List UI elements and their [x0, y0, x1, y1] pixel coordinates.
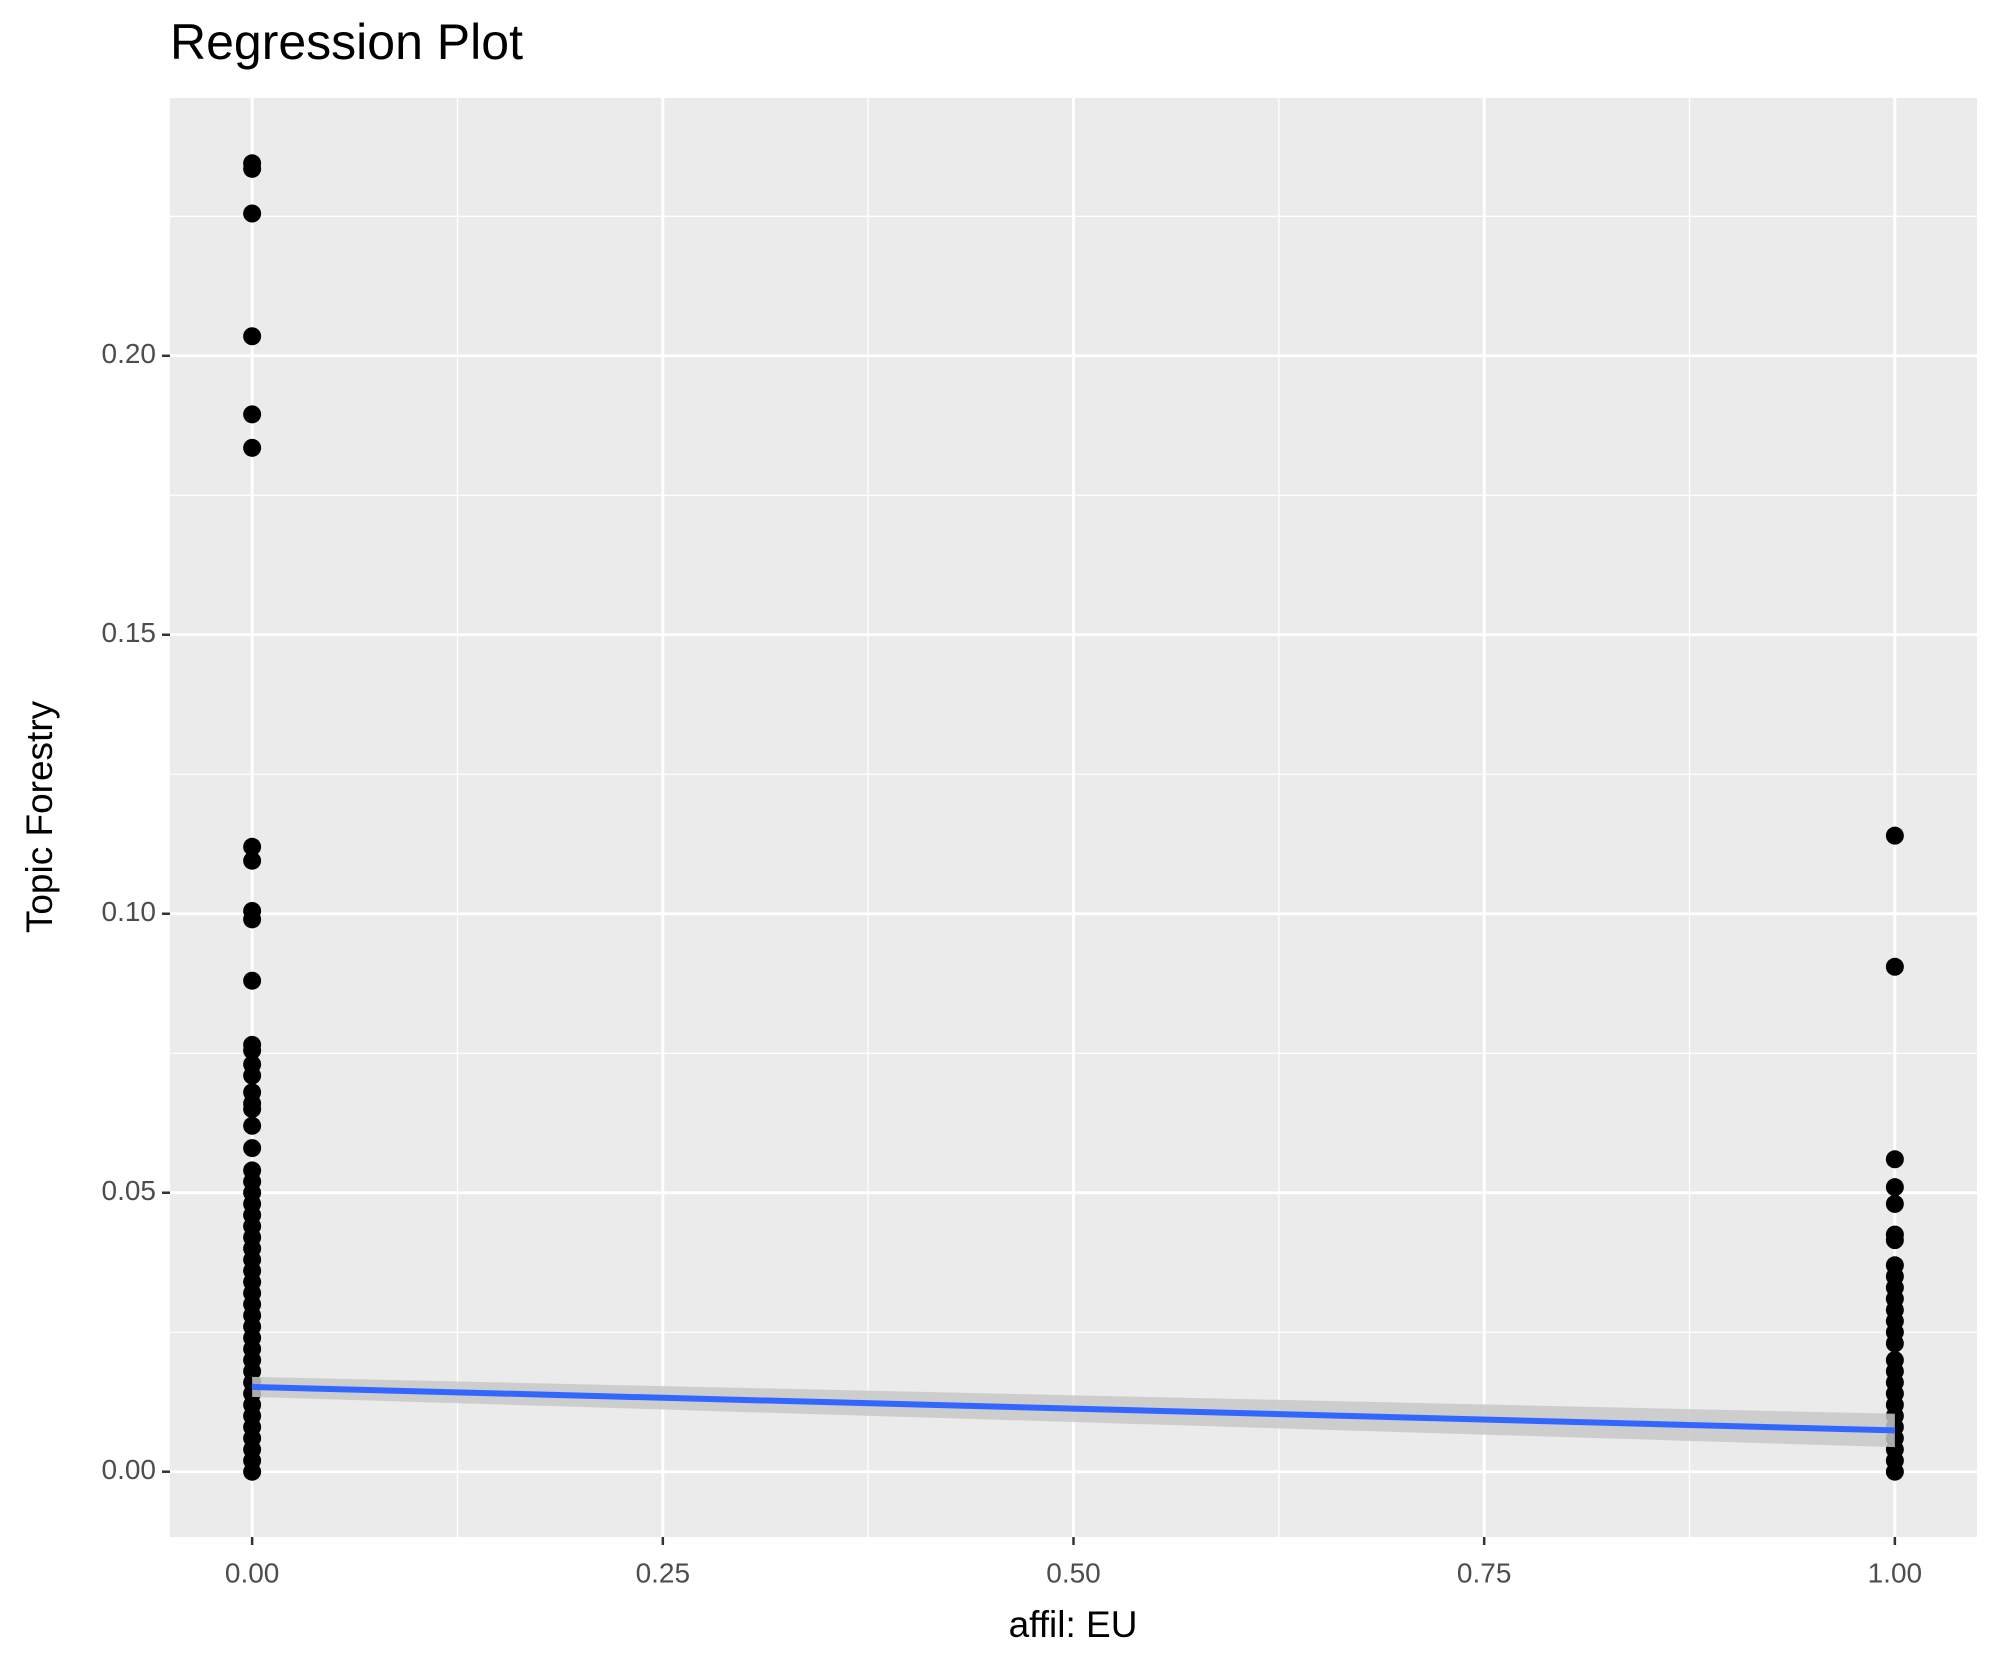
point	[243, 837, 262, 856]
y-tick-label: 0.10	[102, 896, 157, 927]
point	[1885, 1178, 1904, 1197]
x-tick-label: 0.25	[636, 1557, 691, 1588]
point	[1885, 957, 1904, 976]
point	[243, 971, 262, 990]
point	[243, 438, 262, 457]
point	[243, 1066, 262, 1085]
x-tick-label: 0.75	[1457, 1557, 1512, 1588]
point	[243, 327, 262, 346]
y-tick-label: 0.15	[102, 617, 157, 648]
point	[1885, 1194, 1904, 1213]
point	[243, 1100, 262, 1119]
point	[243, 1462, 262, 1481]
point	[1885, 1150, 1904, 1169]
point	[1885, 1462, 1904, 1481]
x-tick-label: 0.50	[1046, 1557, 1101, 1588]
x-axis-title: affil: EU	[1009, 1604, 1138, 1645]
point	[1885, 826, 1904, 845]
point	[243, 1139, 262, 1158]
point	[1885, 1334, 1904, 1353]
point	[243, 1041, 262, 1060]
y-axis-title: Topic Forestry	[19, 700, 60, 933]
y-tick-label: 0.05	[102, 1175, 157, 1206]
point	[243, 1116, 262, 1135]
confidence-band	[252, 1376, 1895, 1448]
point	[243, 159, 262, 178]
x-tick-label: 1.00	[1868, 1557, 1923, 1588]
point	[1885, 1231, 1904, 1250]
point	[243, 405, 262, 424]
point	[243, 910, 262, 929]
y-tick-label: 0.00	[102, 1454, 157, 1485]
point	[243, 851, 262, 870]
y-tick-label: 0.20	[102, 338, 157, 369]
point	[243, 204, 262, 223]
x-tick-label: 0.00	[225, 1557, 280, 1588]
regression-line	[252, 1383, 1895, 1434]
chart-title: Regression Plot	[170, 14, 523, 70]
